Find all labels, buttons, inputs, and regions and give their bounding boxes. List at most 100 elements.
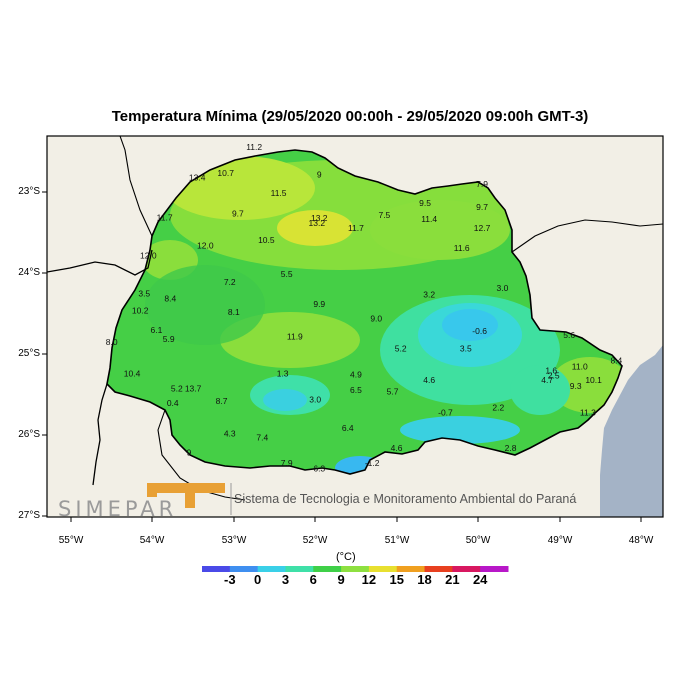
country-border-paraguay	[47, 249, 153, 276]
colorbar-tick-label: 21	[445, 572, 460, 587]
observation-value: 12.0	[140, 250, 157, 260]
lon-label-50: 50°W	[465, 535, 491, 546]
observation-value: 8.1	[228, 307, 240, 317]
colorbar-tick-label: 15	[389, 572, 404, 587]
state-border-sp	[511, 219, 663, 253]
lon-label-54: 54°W	[139, 535, 165, 546]
observation-value: 2.5	[548, 370, 560, 380]
observation-value: 3.0	[497, 283, 509, 293]
observation-value: 3.5	[460, 344, 472, 354]
observation-value: 8.4	[164, 293, 176, 303]
observation-value: 9.3	[570, 381, 582, 391]
lat-label-26: 26°S	[18, 429, 40, 440]
colorbar-tick-label: 9	[337, 572, 345, 587]
state-border-sc	[157, 409, 246, 501]
observation-value: 6.4	[342, 423, 354, 433]
colorbar-segment	[452, 566, 481, 572]
state-boundary	[106, 149, 623, 475]
observation-value: 11.9	[287, 331, 303, 341]
observation-value: 10.4	[124, 369, 141, 379]
observation-value: 13.4	[189, 173, 206, 183]
map-frame	[46, 135, 664, 518]
lon-label-53: 53°W	[221, 535, 247, 546]
lon-label-52: 52°W	[302, 535, 328, 546]
colorbar-segment	[424, 566, 453, 572]
observation-value: 2.8	[505, 443, 517, 453]
observation-value: 4.7	[541, 375, 553, 385]
observation-value: 7.5	[378, 210, 390, 220]
observation-value: 13.2	[309, 218, 326, 228]
colorbar-tick-label: 18	[417, 572, 432, 587]
state-border-ms	[119, 136, 153, 237]
observation-value: 8.0	[106, 337, 118, 347]
colorbar-segment	[368, 566, 398, 572]
observation-value: 5.7	[387, 387, 399, 397]
agency-name: Sistema de Tecnologia e Monitoramento Am…	[234, 492, 577, 506]
colorbar-tick-label: -3	[224, 572, 236, 587]
observation-value: 4.9	[350, 369, 362, 379]
colorbar-segment	[480, 566, 509, 572]
observation-value: 3.5	[138, 288, 150, 298]
map-title: Temperatura Mínima (29/05/2020 00:00h - …	[111, 108, 589, 125]
observation-value: 6.3	[313, 463, 325, 473]
observation-value: 5.2	[395, 344, 407, 354]
colorbar-tick-label: 24	[472, 572, 488, 587]
observation-value: 8.4	[610, 356, 622, 366]
observation-value: 10.2	[132, 306, 149, 316]
longitude-ticks	[70, 517, 642, 522]
colorbar-tick-label: 12	[361, 572, 377, 587]
observation-value: 4.3	[224, 429, 236, 439]
observation-value: 10.1	[585, 375, 602, 385]
colorbar-segment	[341, 566, 370, 572]
observation-value: 11.5	[271, 188, 287, 198]
observation-value: 9	[317, 169, 322, 179]
observation-value: 6.1	[151, 325, 163, 335]
observation-value: 7.9	[476, 179, 488, 189]
lat-label-25: 25°S	[18, 348, 40, 359]
observation-value: 7.4	[256, 433, 268, 443]
colorbar-unit: (°C)	[336, 551, 356, 563]
observation-value: 7.9	[281, 458, 293, 468]
observation-value: 9.7	[476, 202, 488, 212]
lat-label-24: 24°S	[18, 267, 40, 278]
observation-value: 2.2	[492, 403, 504, 413]
lon-label-48: 48°W	[628, 535, 654, 546]
colorbar-labels: -3 0 3 6 9 12 15 18 21 24	[200, 572, 520, 588]
observation-value: 13.7	[185, 383, 202, 393]
observation-value: 5.6	[563, 330, 575, 340]
observation-value: -0.7	[438, 408, 453, 418]
lat-label-27: 27°S	[18, 510, 40, 521]
observation-value: 11.7	[348, 223, 364, 233]
observation-value: 4.6	[391, 443, 403, 453]
observation-value: 9	[187, 447, 192, 457]
observation-value: 3.0	[309, 395, 321, 405]
observation-value: 1.6	[545, 365, 557, 375]
observation-value: 12.7	[474, 223, 491, 233]
observation-value: 9.7	[232, 208, 244, 218]
observation-value: 11.7	[157, 212, 173, 222]
colorbar-tick-label: 3	[281, 572, 290, 587]
observation-value: 6.5	[350, 385, 362, 395]
colorbar-segment	[396, 566, 426, 572]
observation-value: 11.4	[421, 214, 437, 224]
observation-value: 7.2	[224, 277, 236, 287]
colorbar-segment	[202, 566, 231, 572]
colorbar-tick-label: 6	[309, 572, 317, 587]
observation-value: 11.0	[572, 361, 588, 371]
observation-value: 5.9	[163, 334, 175, 344]
observation-value: 9.9	[313, 299, 325, 309]
observation-value: -0.6	[472, 326, 487, 336]
latitude-ticks	[42, 191, 47, 517]
colorbar-segment	[313, 566, 342, 572]
observation-value: 5.2	[171, 383, 183, 393]
observation-value: 11.2	[246, 142, 262, 152]
observation-value: 9.5	[419, 198, 431, 208]
ocean-area	[600, 345, 663, 517]
observation-value: 13.2	[311, 213, 328, 223]
colorbar	[202, 566, 509, 572]
lon-label-55: 55°W	[58, 535, 84, 546]
colorbar-tick-label: 0	[254, 572, 262, 587]
observation-value: 4.6	[423, 375, 435, 385]
observation-labels: 11.210.7 913.411.57.99.5 9.711.7 9.7 13.213.…	[106, 142, 623, 474]
